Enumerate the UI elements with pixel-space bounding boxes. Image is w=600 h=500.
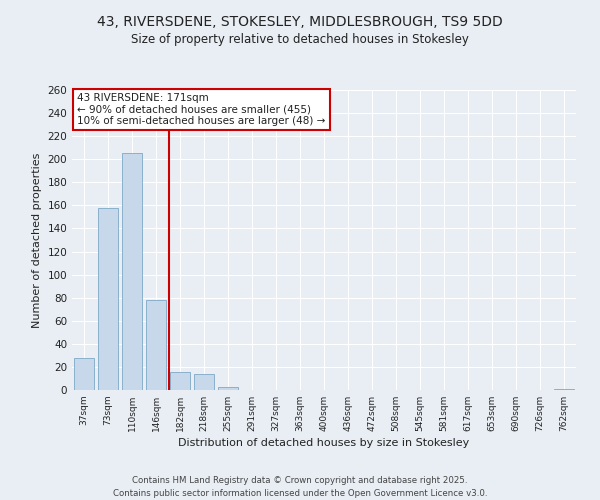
Text: 43, RIVERSDENE, STOKESLEY, MIDDLESBROUGH, TS9 5DD: 43, RIVERSDENE, STOKESLEY, MIDDLESBROUGH… — [97, 15, 503, 29]
Text: 43 RIVERSDENE: 171sqm
← 90% of detached houses are smaller (455)
10% of semi-det: 43 RIVERSDENE: 171sqm ← 90% of detached … — [77, 93, 325, 126]
Bar — [170, 372, 190, 390]
Bar — [122, 154, 142, 390]
Text: Size of property relative to detached houses in Stokesley: Size of property relative to detached ho… — [131, 32, 469, 46]
Bar — [554, 389, 574, 390]
Bar — [146, 300, 166, 390]
Y-axis label: Number of detached properties: Number of detached properties — [32, 152, 42, 328]
Bar — [218, 386, 238, 390]
Bar — [74, 358, 94, 390]
Bar — [194, 374, 214, 390]
Bar — [98, 208, 118, 390]
Text: Contains HM Land Registry data © Crown copyright and database right 2025.
Contai: Contains HM Land Registry data © Crown c… — [113, 476, 487, 498]
X-axis label: Distribution of detached houses by size in Stokesley: Distribution of detached houses by size … — [178, 438, 470, 448]
